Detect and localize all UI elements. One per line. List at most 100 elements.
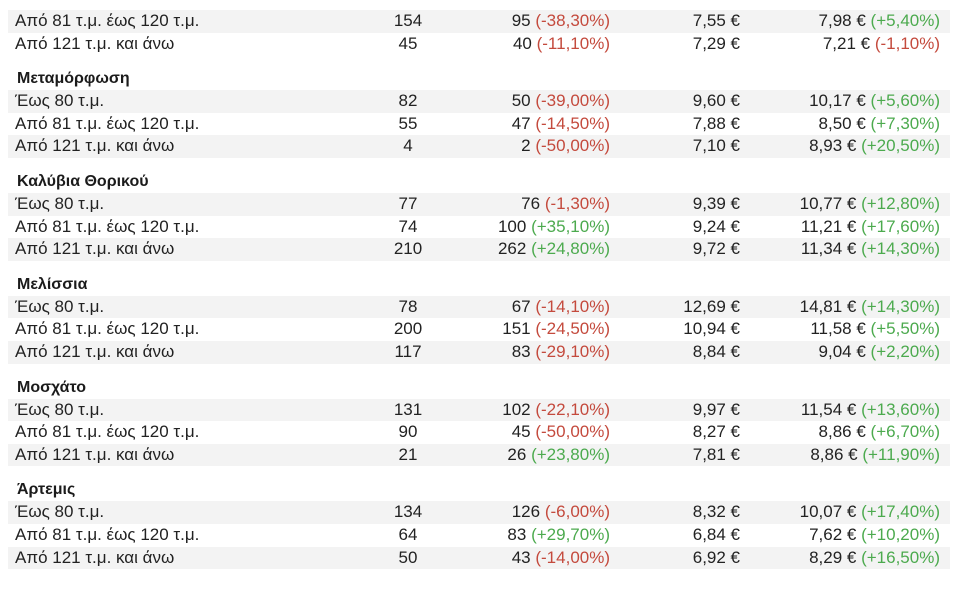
new-listings-cell: 50 (-39,00%): [512, 90, 610, 113]
table-row: Από 81 τ.μ. έως 120 τ.μ. 90 45 (-50,00%) 8,…: [8, 421, 950, 444]
new-listings-value: 102: [502, 399, 531, 419]
size-range-cell: Από 81 τ.μ. έως 120 τ.μ.: [15, 113, 200, 133]
new-listings-value: 83: [507, 524, 527, 544]
previous-price-cell: 7,29 €: [692, 33, 740, 53]
new-listings-value: 47: [511, 113, 531, 133]
current-price-cell: 8,93 € (+20,50%): [809, 135, 940, 158]
table-row: Έως 80 τ.μ. 77 76 (-1,30%) 9,39 € 10,77 € (+…: [8, 192, 950, 216]
new-listings-cell: 262 (+24,80%): [498, 238, 610, 261]
current-price-cell: 8,50 € (+7,30%): [819, 113, 940, 136]
current-price-cell: 14,81 € (+14,30%): [800, 296, 940, 319]
size-range-cell: Έως 80 τ.μ.: [15, 399, 105, 419]
previous-price-cell: 10,94 €: [683, 319, 740, 339]
listings-count-cell: 21: [398, 444, 418, 464]
new-listings-change: (-22,10%): [535, 399, 610, 419]
current-price-value: 7,21 €: [822, 33, 871, 53]
new-listings-change: (-38,30%): [535, 11, 610, 30]
size-range-cell: Έως 80 τ.μ.: [15, 91, 105, 111]
size-range-cell: Έως 80 τ.μ.: [15, 296, 105, 316]
section-header: Άρτεμις: [8, 466, 950, 501]
current-price-value: 7,62 €: [809, 524, 857, 544]
previous-price-cell: 8,32 €: [692, 502, 740, 522]
new-listings-change: (-1,30%): [544, 193, 610, 213]
previous-price-cell: 7,10 €: [692, 136, 740, 156]
new-listings-change: (-11,10%): [536, 33, 610, 53]
current-price-value: 10,77 €: [799, 193, 857, 213]
current-price-cell: 10,77 € (+12,80%): [800, 193, 940, 216]
listings-count-cell: 131: [393, 399, 423, 419]
price-change: (+12,80%): [861, 193, 940, 213]
new-listings-value: 151: [502, 319, 531, 339]
current-price-value: 8,29 €: [809, 547, 857, 567]
new-listings-value: 100: [497, 216, 527, 236]
price-change: (+6,70%): [870, 422, 940, 442]
current-price-cell: 7,62 € (+10,20%): [809, 524, 940, 547]
previous-price-cell: 9,97 €: [692, 399, 740, 419]
size-range-cell: Από 81 τ.μ. έως 120 τ.μ.: [15, 319, 200, 339]
new-listings-value: 95: [511, 11, 531, 30]
price-change: (+7,30%): [870, 113, 940, 133]
new-listings-cell: 43 (-14,00%): [512, 547, 610, 570]
new-listings-change: (-29,10%): [535, 341, 610, 361]
previous-price-cell: 8,84 €: [692, 341, 740, 361]
previous-price-cell: 9,39 €: [692, 193, 740, 213]
listings-count-cell: 74: [398, 216, 418, 236]
current-price-cell: 8,86 € (+6,70%): [819, 421, 940, 444]
new-listings-cell: 100 (+35,10%): [498, 216, 610, 239]
price-change: (+13,60%): [861, 399, 940, 419]
new-listings-cell: 76 (-1,30%): [521, 193, 610, 216]
new-listings-change: (-24,50%): [535, 319, 610, 339]
price-change: (+10,20%): [861, 524, 940, 544]
new-listings-cell: 83 (-29,10%): [512, 341, 610, 364]
listings-count-cell: 154: [393, 11, 423, 30]
price-change: (+5,40%): [870, 11, 940, 30]
price-change: (+17,40%): [861, 502, 940, 522]
size-range-cell: Από 81 τ.μ. έως 120 τ.μ.: [15, 216, 200, 236]
listings-count-cell: 55: [398, 113, 418, 133]
listings-count-cell: 82: [398, 91, 418, 111]
current-price-value: 9,04 €: [818, 341, 866, 361]
table-row: Από 81 τ.μ. έως 120 τ.μ. 55 47 (-14,50%) 7,…: [8, 113, 950, 136]
section-header: Καλύβια Θορικού: [8, 158, 950, 193]
new-listings-cell: 2 (-50,00%): [521, 135, 610, 158]
current-price-value: 8,93 €: [809, 136, 857, 156]
listings-count-cell: 200: [393, 319, 423, 339]
new-listings-change: (-50,00%): [535, 136, 610, 156]
new-listings-change: (+35,10%): [531, 216, 610, 236]
table-row: Από 81 τ.μ. έως 120 τ.μ. 74 100 (+35,10%) 9…: [8, 216, 950, 239]
new-listings-value: 50: [511, 91, 531, 111]
new-listings-value: 76: [521, 193, 541, 213]
area-name: Μελίσσια: [17, 275, 88, 293]
listings-table: Από 81 τ.μ. έως 120 τ.μ. 154 95 (-38,30%) 7…: [8, 10, 950, 570]
area-name: Άρτεμις: [17, 481, 76, 499]
previous-price-cell: 12,69 €: [683, 296, 740, 316]
listings-count-cell: 78: [398, 296, 418, 316]
area-name: Μεταμόρφωση: [17, 70, 130, 88]
price-change: (+14,30%): [861, 296, 940, 316]
current-price-cell: 10,07 € (+17,40%): [800, 501, 940, 524]
new-listings-change: (-39,00%): [535, 91, 610, 111]
new-listings-value: 126: [511, 502, 541, 522]
table-row: Από 121 τ.μ. και άνω 45 40 (-11,10%) 7,29 €…: [8, 33, 950, 56]
table-row: Από 121 τ.μ. και άνω 50 43 (-14,00%) 6,92 €…: [8, 546, 950, 570]
table-row: Έως 80 τ.μ. 82 50 (-39,00%) 9,60 € 10,17 € (…: [8, 90, 950, 113]
current-price-value: 10,17 €: [809, 91, 866, 111]
section-header: Μελίσσια: [8, 261, 950, 296]
new-listings-value: 40: [512, 33, 532, 53]
size-range-cell: Από 121 τ.μ. και άνω: [15, 136, 175, 156]
listings-count-cell: 4: [403, 136, 413, 156]
table-row: Από 121 τ.μ. και άνω 210 262 (+24,80%) 9,72…: [8, 238, 950, 261]
previous-price-cell: 7,81 €: [692, 444, 740, 464]
listings-count-cell: 134: [393, 502, 423, 522]
size-range-cell: Από 121 τ.μ. και άνω: [15, 33, 175, 53]
new-listings-cell: 67 (-14,10%): [512, 296, 610, 319]
price-change: (+20,50%): [861, 136, 940, 156]
size-range-cell: Έως 80 τ.μ.: [15, 193, 105, 213]
current-price-value: 14,81 €: [799, 296, 857, 316]
new-listings-cell: 126 (-6,00%): [512, 501, 610, 524]
new-listings-value: 83: [511, 341, 531, 361]
new-listings-value: 43: [511, 547, 531, 567]
table-row: Από 121 τ.μ. και άνω 21 26 (+23,80%) 7,81 €…: [8, 443, 950, 467]
current-price-cell: 7,21 € (-1,10%): [823, 33, 940, 56]
size-range-cell: Από 121 τ.μ. και άνω: [15, 444, 175, 464]
